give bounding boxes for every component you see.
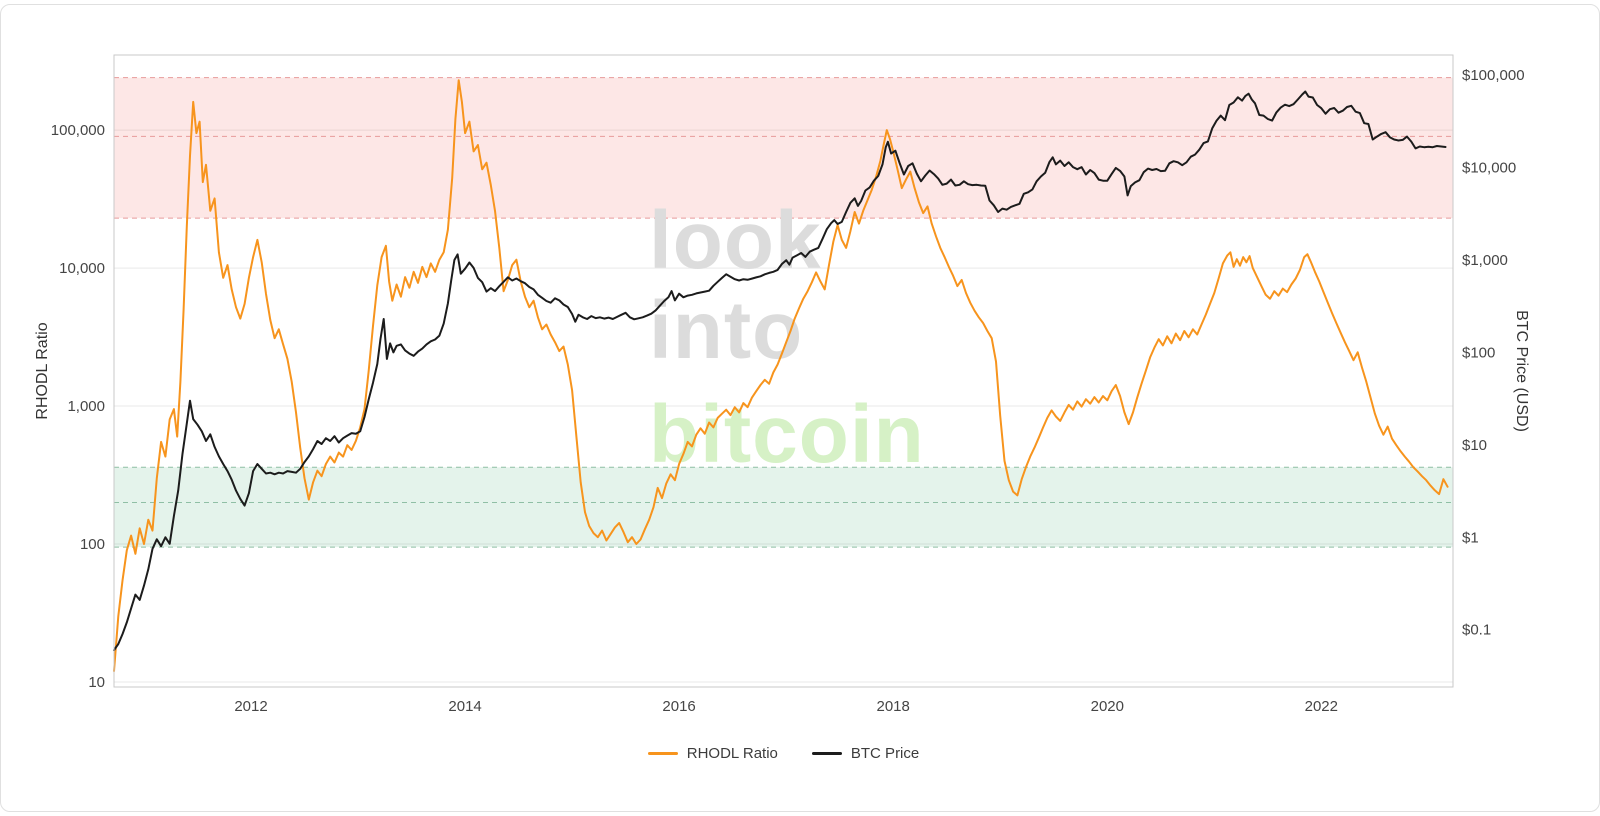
- right-axis-tick-label: $1: [1462, 529, 1479, 546]
- left-axis-title: RHODL Ratio: [34, 322, 51, 419]
- btc-price-legend-label: BTC Price: [850, 745, 920, 762]
- plot-area[interactable]: [114, 55, 1453, 687]
- right-axis-tick-label: $10: [1462, 437, 1487, 454]
- rhodl-ratio-line: [113, 79, 1449, 673]
- series-lines: [113, 79, 1449, 673]
- gridlines: [114, 129, 1453, 683]
- chart-legend: RHODL Ratio BTC Price: [114, 745, 1453, 762]
- left-axis-tick-label: 10,000: [59, 260, 105, 277]
- valuation-bands: [114, 77, 1453, 548]
- right-axis-tick-label: $1,000: [1462, 252, 1508, 269]
- legend-item-btc-price[interactable]: BTC Price: [811, 745, 920, 762]
- left-axis-tick-label: 100: [80, 536, 105, 553]
- watermark-bitcoin: bitcoin: [649, 389, 925, 480]
- right-axis-tick-label: $100: [1462, 344, 1495, 361]
- x-axis-tick-label: 2018: [877, 698, 910, 715]
- btc-price-line: [113, 90, 1447, 652]
- overvalued-band: [114, 77, 1453, 219]
- right-axis-title: BTC Price (USD): [1513, 310, 1530, 432]
- axis-ticks: 2012 2014 2016 2018 2020 2022 10 100 1,000 10,000…: [51, 67, 1525, 715]
- right-axis-tick-label: $0.1: [1462, 622, 1491, 639]
- left-axis-tick-label: 1,000: [67, 398, 105, 415]
- btc-price-legend-swatch: [811, 752, 842, 755]
- x-axis-tick-label: 2022: [1305, 698, 1338, 715]
- rhodl-ratio-legend-swatch: [647, 752, 678, 755]
- left-axis-tick-label: 100,000: [51, 122, 105, 139]
- left-axis-tick-label: 10: [88, 674, 105, 691]
- rhodl-ratio-chart[interactable]: look into bitcoin 2012201420162018202020…: [1, 5, 1600, 745]
- x-axis-tick-label: 2016: [662, 698, 695, 715]
- legend-item-rhodl-ratio[interactable]: RHODL Ratio: [647, 745, 778, 762]
- right-axis-tick-label: $10,000: [1462, 160, 1516, 177]
- right-axis-tick-label: $100,000: [1462, 67, 1525, 84]
- x-axis-tick-label: 2020: [1091, 698, 1124, 715]
- undervalued-band: [114, 467, 1453, 548]
- watermark: look into bitcoin: [649, 195, 925, 480]
- x-axis-tick-label: 2014: [448, 698, 481, 715]
- x-axis-tick-label: 2012: [234, 698, 267, 715]
- rhodl-ratio-legend-label: RHODL Ratio: [686, 745, 778, 762]
- watermark-look: look: [649, 195, 822, 286]
- chart-card: look into bitcoin 2012201420162018202020…: [0, 4, 1600, 812]
- plot-area-border: [113, 54, 1454, 688]
